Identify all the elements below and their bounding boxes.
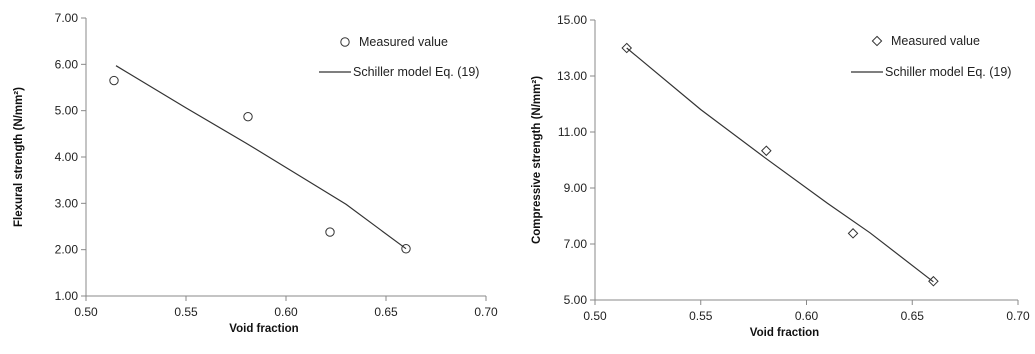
x-tick-label: 0.55: [174, 305, 198, 319]
data-point: [325, 227, 335, 237]
legend-marker-icon: [340, 37, 350, 47]
y-tick-label: 15.00: [557, 13, 587, 27]
y-axis-title: Compressive strength (N/mm²): [531, 76, 543, 244]
x-axis-title: Void fraction: [750, 327, 819, 339]
y-axis-title: Flexural strength (N/mm²): [13, 87, 25, 227]
data-point: [761, 145, 772, 157]
legend-label-model: Schiller model Eq. (19): [885, 65, 1011, 79]
x-tick-label: 0.70: [1006, 309, 1030, 323]
y-tick-label: 4.00: [55, 150, 79, 164]
x-tick-label: 0.50: [74, 305, 98, 319]
y-tick-label: 3.00: [55, 196, 79, 210]
y-tick-label: 7.00: [564, 237, 588, 251]
x-tick-label: 0.60: [274, 305, 298, 319]
data-point: [847, 228, 859, 239]
y-tick-label: 5.00: [564, 293, 588, 307]
x-tick-label: 0.50: [583, 309, 607, 323]
x-tick-label: 0.60: [795, 309, 819, 323]
y-tick-label: 1.00: [55, 289, 79, 303]
y-tick-label: 9.00: [564, 181, 588, 195]
y-tick-label: 13.00: [557, 69, 587, 83]
legend-label-measured: Measured value: [359, 35, 448, 49]
x-axis-title: Void fraction: [229, 323, 298, 335]
legend: Measured value Schiller model Eq. (19): [851, 34, 1011, 79]
model-line: [115, 65, 407, 250]
y-tick-label: 5.00: [55, 104, 79, 118]
legend-marker-icon: [871, 35, 883, 47]
chart-1: 1.00 2.00 3.00 4.00 5.00 6.00 7.00 0.50 0.55 0.60…: [13, 11, 498, 335]
data-point: [243, 111, 253, 122]
legend: Measured value Schiller model Eq. (19): [319, 35, 479, 79]
x-tick-label: 0.65: [901, 309, 925, 323]
x-tick-label: 0.65: [374, 305, 398, 319]
legend-label-model: Schiller model Eq. (19): [353, 65, 479, 79]
y-tick-label: 11.00: [558, 125, 587, 139]
y-tick-label: 6.00: [55, 57, 79, 71]
x-tick-label: 0.70: [474, 305, 498, 319]
data-point: [109, 75, 119, 86]
y-tick-label: 7.00: [55, 11, 79, 25]
x-tick-label: 0.55: [689, 309, 713, 323]
legend-label-measured: Measured value: [891, 34, 980, 48]
chart-2: 5.00 7.00 9.00 11.00 13.00 15.00 0.50 0.55 0.60 0…: [531, 13, 1030, 339]
model-line: [626, 47, 934, 283]
y-tick-label: 2.00: [55, 243, 79, 257]
